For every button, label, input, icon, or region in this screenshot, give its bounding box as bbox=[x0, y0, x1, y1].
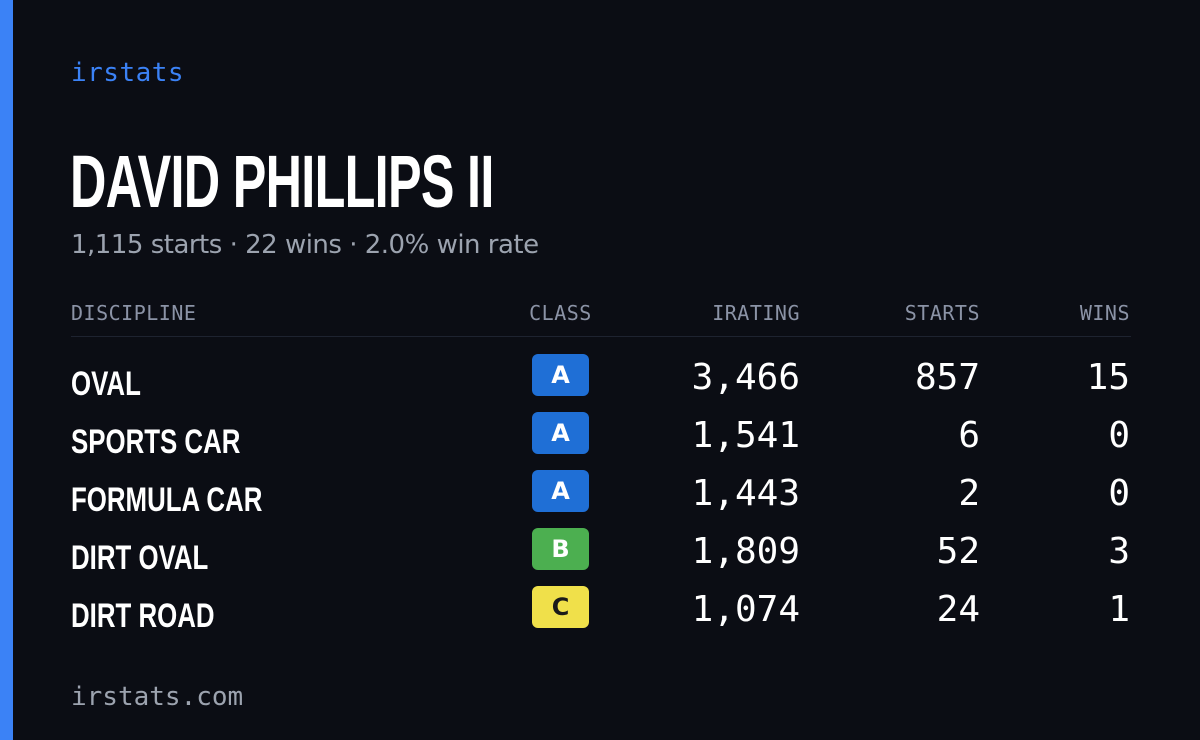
discipline-name: DIRT OVAL bbox=[71, 539, 209, 577]
header-starts: STARTS bbox=[904, 301, 980, 325]
irating-value: 1,074 bbox=[691, 589, 800, 630]
driver-name: DAVID PHILLIPS II bbox=[70, 140, 494, 223]
wins-value: 0 bbox=[1108, 415, 1130, 456]
class-badge: C bbox=[532, 586, 589, 628]
discipline-name: DIRT ROAD bbox=[71, 597, 215, 635]
starts-value: 52 bbox=[936, 531, 980, 572]
table-row: DIRT ROAD C 1,074 24 1 bbox=[71, 584, 1131, 642]
irating-value: 3,466 bbox=[691, 357, 800, 398]
discipline-name: FORMULA CAR bbox=[71, 481, 263, 519]
starts-value: 6 bbox=[958, 415, 980, 456]
wins-value: 1 bbox=[1108, 589, 1130, 630]
header-class: CLASS bbox=[529, 301, 592, 325]
header-discipline: DISCIPLINE bbox=[71, 301, 197, 325]
class-badge: A bbox=[532, 470, 589, 512]
class-badge: A bbox=[532, 412, 589, 454]
header-wins: WINS bbox=[1079, 301, 1130, 325]
table-row: OVAL A 3,466 857 15 bbox=[71, 352, 1131, 410]
discipline-name: OVAL bbox=[71, 365, 141, 403]
wins-value: 3 bbox=[1108, 531, 1130, 572]
header-divider bbox=[71, 336, 1131, 337]
wins-value: 15 bbox=[1086, 357, 1130, 398]
discipline-table: OVAL A 3,466 857 15 SPORTS CAR A 1,541 6… bbox=[71, 352, 1131, 642]
class-badge: A bbox=[532, 354, 589, 396]
discipline-name: SPORTS CAR bbox=[71, 423, 241, 461]
irating-value: 1,541 bbox=[691, 415, 800, 456]
class-badge: B bbox=[532, 528, 589, 570]
irating-value: 1,443 bbox=[691, 473, 800, 514]
starts-value: 2 bbox=[958, 473, 980, 514]
table-row: FORMULA CAR A 1,443 2 0 bbox=[71, 468, 1131, 526]
driver-summary: 1,115 starts · 22 wins · 2.0% win rate bbox=[71, 230, 539, 260]
irating-value: 1,809 bbox=[691, 531, 800, 572]
table-row: DIRT OVAL B 1,809 52 3 bbox=[71, 526, 1131, 584]
footer-url[interactable]: irstats.com bbox=[71, 682, 244, 712]
header-irating: IRATING bbox=[712, 301, 800, 325]
accent-bar bbox=[0, 0, 13, 740]
table-header: DISCIPLINE CLASS IRATING STARTS WINS bbox=[71, 300, 1131, 326]
brand-logo-text[interactable]: irstats bbox=[71, 58, 185, 88]
starts-value: 857 bbox=[914, 357, 980, 398]
wins-value: 0 bbox=[1108, 473, 1130, 514]
starts-value: 24 bbox=[936, 589, 980, 630]
table-row: SPORTS CAR A 1,541 6 0 bbox=[71, 410, 1131, 468]
